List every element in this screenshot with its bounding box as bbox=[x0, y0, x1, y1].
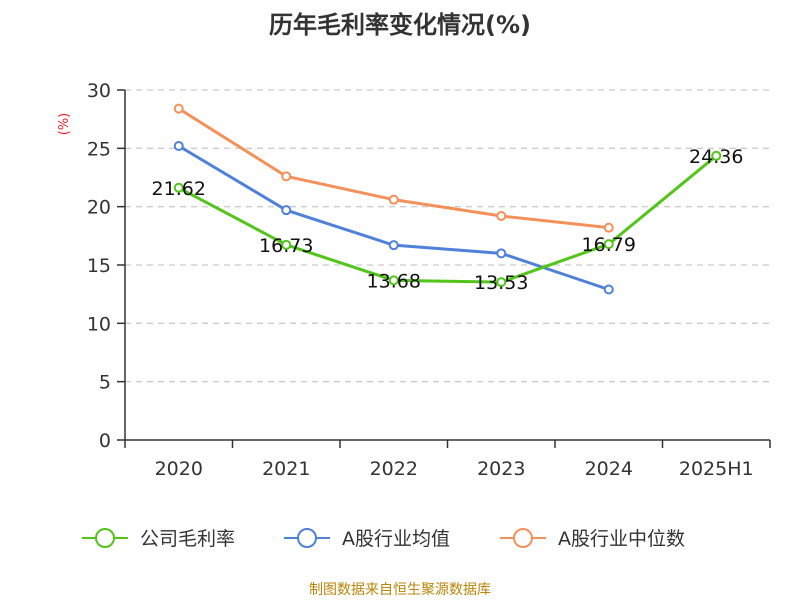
axes: 0 5 10 15 20 25 30 2020 2021 2022 2023 2024 2025H1 bbox=[87, 80, 771, 480]
x-tick-label: 2025H1 bbox=[679, 458, 754, 480]
series bbox=[173, 103, 722, 295]
grid bbox=[125, 89, 770, 383]
y-tick-label: 30 bbox=[87, 80, 111, 102]
data-label: 13.68 bbox=[367, 270, 421, 292]
x-tick-label: 2021 bbox=[262, 458, 310, 480]
x-tick-label: 2022 bbox=[370, 458, 418, 480]
chart-title: 历年毛利率变化情况(%) bbox=[269, 11, 531, 39]
data-point[interactable] bbox=[173, 103, 184, 114]
data-label: 13.53 bbox=[474, 272, 528, 294]
y-tick-label: 15 bbox=[87, 255, 111, 277]
data-point[interactable] bbox=[173, 141, 184, 151]
legend-marker bbox=[513, 528, 533, 548]
series-2 bbox=[173, 103, 614, 233]
series-line bbox=[177, 107, 609, 230]
data-point[interactable] bbox=[603, 284, 614, 295]
legend-marker bbox=[95, 528, 115, 548]
legend-label: A股行业中位数 bbox=[558, 528, 685, 550]
legend-marker bbox=[297, 528, 317, 548]
legend-label: 公司毛利率 bbox=[140, 528, 235, 550]
data-point[interactable] bbox=[388, 275, 399, 286]
data-point[interactable] bbox=[388, 240, 399, 251]
data-point[interactable] bbox=[603, 222, 614, 233]
legend-item[interactable]: A股行业中位数 bbox=[500, 528, 685, 550]
data-point[interactable] bbox=[711, 150, 722, 161]
data-label: 21.62 bbox=[152, 178, 206, 200]
legend-item[interactable]: A股行业均值 bbox=[284, 528, 450, 550]
y-tick-label: 25 bbox=[87, 138, 111, 160]
data-point[interactable] bbox=[603, 239, 614, 250]
series-0 bbox=[173, 150, 722, 288]
data-point[interactable] bbox=[496, 211, 507, 221]
x-tick-label: 2023 bbox=[477, 458, 525, 480]
legend-label: A股行业均值 bbox=[342, 528, 450, 550]
data-point[interactable] bbox=[496, 277, 507, 288]
data-label: 16.73 bbox=[259, 235, 313, 257]
data-point[interactable] bbox=[281, 205, 292, 216]
legend[interactable]: 公司毛利率 A股行业均值 A股行业中位数 bbox=[82, 528, 685, 550]
legend-item[interactable]: 公司毛利率 bbox=[82, 528, 235, 550]
data-point[interactable] bbox=[281, 239, 292, 250]
y-axis-unit: (%) bbox=[57, 113, 72, 136]
data-label: 24.36 bbox=[689, 146, 743, 168]
x-tick-label: 2024 bbox=[585, 458, 633, 480]
data-point[interactable] bbox=[388, 194, 399, 205]
data-labels: 21.62 16.73 13.68 13.53 16.79 24.36 bbox=[152, 146, 744, 294]
y-tick-label: 20 bbox=[87, 197, 111, 219]
y-tick-label: 10 bbox=[87, 313, 111, 335]
data-point[interactable] bbox=[281, 171, 292, 182]
series-line bbox=[178, 154, 718, 284]
x-tick-label: 2020 bbox=[155, 458, 203, 480]
source-note: 制图数据来自恒生聚源数据库 bbox=[309, 582, 491, 598]
series-1 bbox=[173, 141, 614, 295]
data-point[interactable] bbox=[496, 248, 507, 259]
data-label: 16.79 bbox=[582, 234, 636, 256]
data-point[interactable] bbox=[173, 182, 184, 193]
y-tick-label: 0 bbox=[99, 430, 111, 452]
y-tick-label: 5 bbox=[99, 372, 111, 394]
